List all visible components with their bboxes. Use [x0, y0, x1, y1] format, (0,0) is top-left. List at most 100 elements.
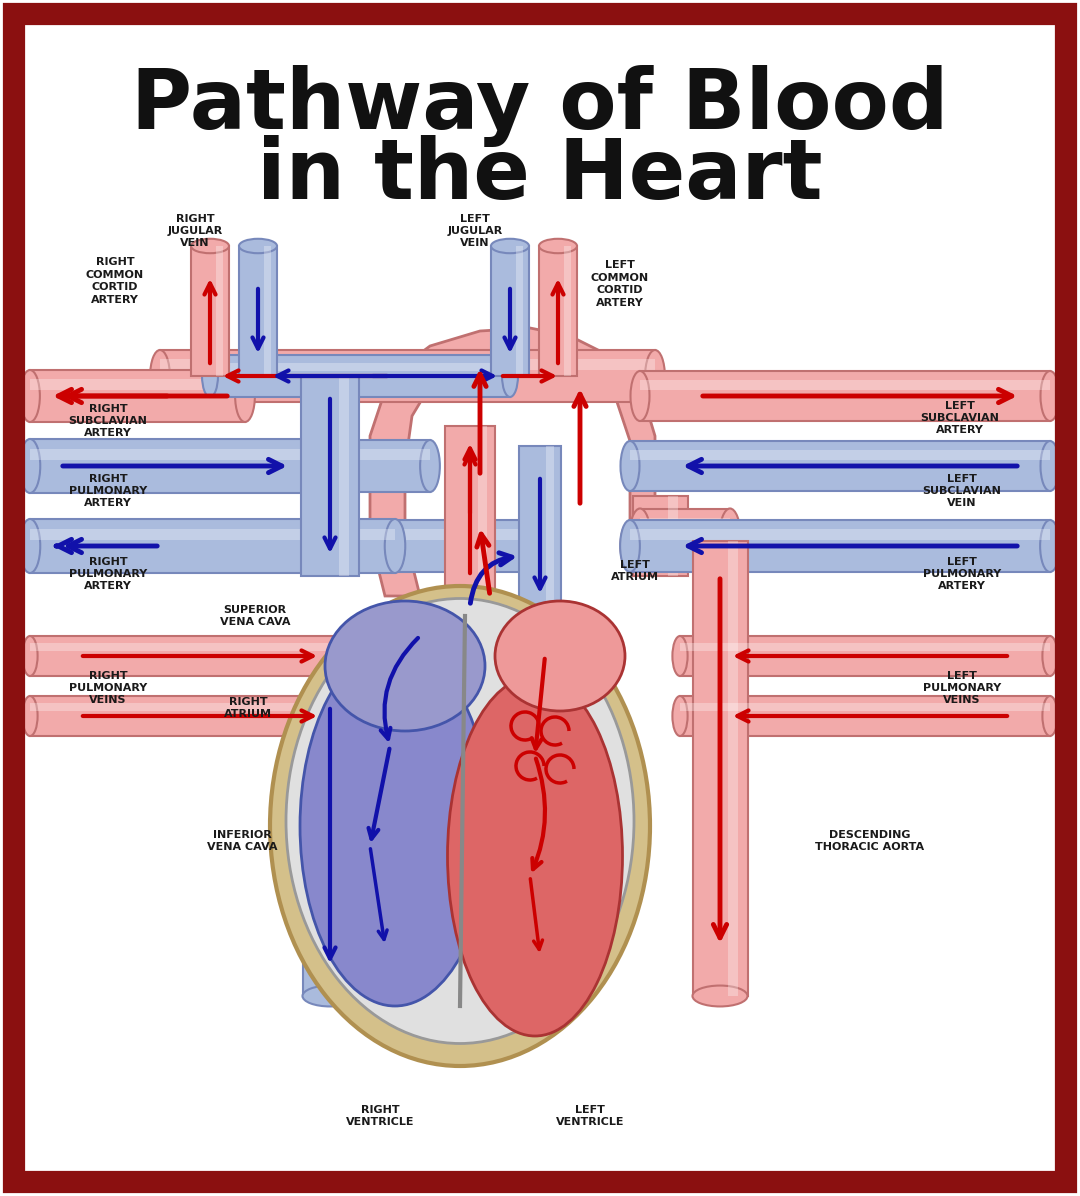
Ellipse shape [302, 986, 357, 1007]
Bar [30, 379, 245, 390]
Bar [30, 448, 330, 459]
Ellipse shape [150, 350, 170, 402]
Text: RIGHT
JUGULAR
VEIN: RIGHT JUGULAR VEIN [167, 214, 222, 249]
Bar [264, 246, 270, 376]
Bar [546, 446, 554, 616]
Ellipse shape [1040, 441, 1059, 492]
Bar [216, 246, 222, 376]
Bar [30, 439, 330, 493]
Text: in the Heart: in the Heart [257, 135, 823, 216]
Text: LEFT
VENTRICLE: LEFT VENTRICLE [556, 1105, 624, 1127]
Ellipse shape [631, 371, 649, 421]
Text: SUPERIOR
VENA CAVA: SUPERIOR VENA CAVA [219, 605, 291, 627]
Bar [239, 246, 276, 376]
Bar [630, 530, 720, 541]
Text: LEFT
JUGULAR
VEIN: LEFT JUGULAR VEIN [447, 214, 502, 249]
Bar [302, 696, 357, 996]
Bar [301, 376, 359, 576]
Text: LEFT
ATRIUM: LEFT ATRIUM [611, 560, 659, 582]
Text: Pathway of Blood: Pathway of Blood [132, 65, 948, 147]
Bar [395, 520, 540, 572]
Bar [477, 426, 486, 616]
Bar [640, 371, 1050, 421]
Bar [160, 350, 654, 402]
Bar [640, 380, 1050, 390]
Bar [680, 643, 1050, 651]
Polygon shape [370, 328, 654, 596]
Text: LEFT
SUBCLAVIAN
VEIN: LEFT SUBCLAVIAN VEIN [922, 474, 1001, 508]
Ellipse shape [384, 519, 405, 573]
Ellipse shape [673, 696, 688, 736]
Bar [30, 696, 360, 736]
Bar [30, 643, 360, 651]
Text: INFERIOR
VENA CAVA: INFERIOR VENA CAVA [206, 830, 278, 853]
Ellipse shape [491, 239, 529, 254]
Text: RIGHT
PULMONARY
VEINS: RIGHT PULMONARY VEINS [69, 671, 147, 706]
Text: RIGHT
SUBCLAVIAN
ARTERY: RIGHT SUBCLAVIAN ARTERY [68, 403, 148, 439]
Bar [160, 359, 654, 370]
Bar [330, 450, 430, 459]
Bar [339, 376, 349, 576]
Ellipse shape [286, 598, 634, 1043]
Ellipse shape [23, 636, 38, 676]
Ellipse shape [495, 602, 625, 710]
Bar [630, 521, 720, 570]
Bar [30, 370, 245, 422]
Ellipse shape [719, 508, 741, 563]
Text: LEFT
PULMONARY
ARTERY: LEFT PULMONARY ARTERY [923, 556, 1001, 591]
Ellipse shape [645, 350, 665, 402]
Text: LEFT
COMMON
CORTID
ARTERY: LEFT COMMON CORTID ARTERY [591, 261, 649, 307]
Ellipse shape [320, 440, 340, 492]
Ellipse shape [386, 520, 405, 572]
Ellipse shape [530, 520, 550, 572]
Ellipse shape [21, 370, 40, 422]
Ellipse shape [23, 696, 38, 736]
Ellipse shape [300, 646, 490, 1006]
Bar [330, 440, 430, 492]
Ellipse shape [621, 441, 639, 492]
Bar [630, 530, 1050, 539]
Bar [564, 246, 570, 376]
Text: LEFT
SUBCLAVIAN
ARTERY: LEFT SUBCLAVIAN ARTERY [920, 401, 999, 435]
Bar [30, 519, 395, 573]
Ellipse shape [19, 519, 40, 573]
Bar [630, 450, 1050, 460]
Ellipse shape [239, 239, 276, 254]
Bar [539, 246, 577, 376]
Ellipse shape [539, 239, 577, 254]
Bar [669, 496, 678, 576]
Text: RIGHT
PULMONARY
ARTERY: RIGHT PULMONARY ARTERY [69, 556, 147, 591]
Ellipse shape [620, 520, 639, 572]
Bar [30, 703, 360, 712]
Ellipse shape [502, 355, 518, 397]
Bar [680, 703, 1050, 712]
Ellipse shape [270, 586, 650, 1066]
Ellipse shape [320, 439, 340, 493]
Bar [338, 696, 348, 996]
Bar [519, 446, 561, 616]
Text: RIGHT
ATRIUM: RIGHT ATRIUM [224, 697, 272, 719]
Ellipse shape [191, 239, 229, 254]
Ellipse shape [1042, 696, 1057, 736]
Text: RIGHT
PULMONARY
ARTERY: RIGHT PULMONARY ARTERY [69, 474, 147, 508]
Ellipse shape [352, 696, 367, 736]
Bar [395, 530, 540, 539]
Bar [210, 362, 510, 371]
Ellipse shape [19, 439, 40, 493]
Bar [191, 246, 229, 376]
Ellipse shape [630, 508, 650, 563]
Bar [30, 636, 360, 676]
Ellipse shape [352, 636, 367, 676]
Bar [640, 508, 730, 563]
Bar [680, 696, 1050, 736]
Bar [445, 426, 495, 616]
Text: DESCENDING
THORACIC AORTA: DESCENDING THORACIC AORTA [815, 830, 924, 853]
Bar [633, 496, 688, 576]
Bar [630, 441, 1050, 492]
Ellipse shape [235, 370, 255, 422]
Ellipse shape [1040, 371, 1059, 421]
Ellipse shape [447, 676, 622, 1036]
Ellipse shape [673, 636, 688, 676]
Bar [630, 520, 1050, 572]
Bar [210, 355, 510, 397]
